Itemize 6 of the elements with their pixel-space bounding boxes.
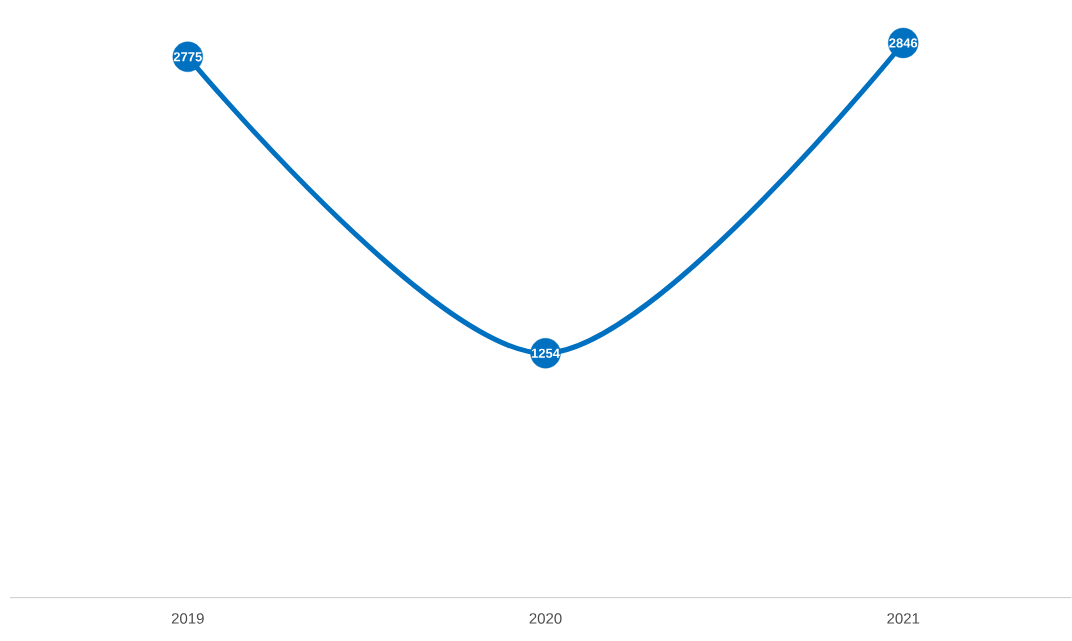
data-label: 2775 [173,52,202,62]
x-tick-label: 2020 [529,613,562,624]
x-tick-label: 2019 [171,613,204,624]
x-tick-label: 2021 [887,613,920,624]
data-label: 2846 [889,38,918,48]
data-label: 1254 [531,348,560,359]
